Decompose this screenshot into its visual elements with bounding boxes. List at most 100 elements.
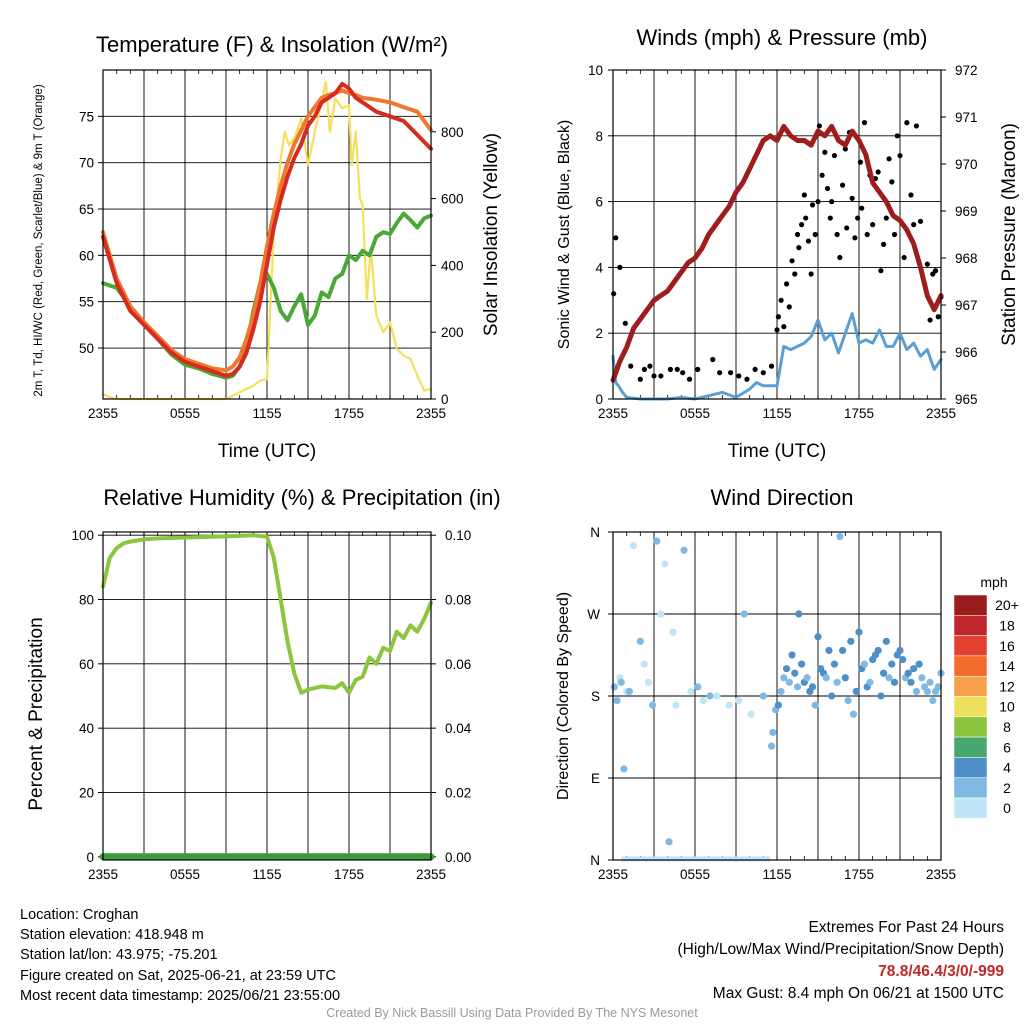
gust-point (904, 120, 910, 126)
y-tick-label-left: 75 (79, 109, 94, 124)
colorbar-swatch (953, 757, 988, 778)
direction-point (849, 710, 858, 718)
direction-point (680, 546, 688, 554)
direction-point (795, 610, 803, 618)
plot-border (612, 531, 942, 861)
x-tick-label: 1155 (762, 406, 791, 421)
direction-point (791, 669, 799, 677)
direction-point (653, 537, 661, 545)
gust-point (710, 356, 716, 363)
gust-point (658, 373, 664, 379)
gust-point (744, 376, 750, 382)
y-tick-label-right: 400 (441, 258, 464, 273)
y-tick-label-right: 200 (441, 325, 464, 340)
location-text: Location: Croghan (20, 907, 139, 923)
direction-point (793, 683, 802, 691)
colorbar-swatch (953, 696, 988, 718)
gust-point (809, 202, 816, 208)
direction-point (725, 701, 733, 709)
gust-point (852, 235, 858, 241)
gust-point (775, 314, 781, 320)
direction-point (640, 660, 649, 668)
extremes-values: 78.8/46.4/3/0/-999 (878, 963, 1004, 980)
direction-point (672, 701, 680, 709)
direction-point (896, 646, 904, 655)
gust-point (752, 366, 758, 372)
y-tick-label-right: 966 (955, 345, 978, 360)
direction-point (912, 687, 921, 696)
gust-point (822, 149, 828, 155)
x-tick-label: 2355 (926, 867, 956, 882)
gust-point (786, 304, 792, 310)
direction-point (885, 674, 893, 682)
direction-point (915, 660, 923, 668)
direction-point (706, 692, 714, 700)
direction-point (852, 687, 860, 696)
gust-point (789, 258, 795, 264)
y-tick-label-left: 60 (79, 657, 94, 672)
gust-point (840, 182, 846, 188)
y-tick-label-right: 972 (955, 63, 978, 78)
chart-title: Relative Humidity (%) & Precipitation (i… (103, 485, 500, 510)
direction-point (767, 742, 776, 750)
direction-point (613, 696, 621, 705)
direction-point (855, 628, 863, 636)
gust-point (908, 192, 914, 198)
y-tick-label-right: 0.06 (445, 657, 471, 672)
x-tick-label: 1155 (252, 406, 281, 421)
y-tick-label-right: 800 (441, 125, 464, 140)
gust-point (803, 215, 809, 221)
extremes-title: Extremes For Past 24 Hours (808, 919, 1004, 936)
x-tick-label: 0555 (170, 406, 200, 421)
y-tick-label-left: W (587, 607, 600, 622)
gust-point (870, 222, 876, 228)
elevation-text: Station elevation: 418.948 m (20, 927, 204, 944)
pressure-line (610, 123, 944, 383)
direction-point (803, 674, 811, 682)
gust-point (816, 123, 822, 129)
direction-point (629, 542, 638, 550)
colorbar-swatch (953, 797, 988, 819)
x-tick-label: 0555 (170, 867, 200, 882)
gust-point (889, 179, 895, 185)
gust-point (886, 156, 892, 162)
direction-point (798, 660, 806, 668)
gust-point (834, 231, 840, 238)
y-tick-label-left: 100 (71, 528, 94, 543)
gust-point (792, 271, 798, 277)
plot-border (612, 69, 942, 400)
direction-point (839, 646, 847, 655)
gust-point (674, 366, 680, 372)
colorbar-label: 18 (999, 617, 1015, 633)
y-tick-label-left: 8 (595, 129, 603, 144)
x-tick-label: 2355 (598, 406, 628, 421)
y-axis-label-left: 2m T, Td, HI/WC (Red, Green, Scarlet/Blu… (33, 84, 45, 396)
gust-point (736, 373, 742, 379)
latlon-text: Station lat/lon: 43.975; -75.201 (20, 947, 218, 964)
y-tick-label-left: E (591, 771, 600, 786)
chart-title: Wind Direction (710, 485, 853, 510)
series-line-red (101, 81, 433, 378)
gust-point (855, 215, 861, 221)
direction-point (669, 628, 677, 636)
gust-point (680, 370, 686, 376)
gust-point (857, 159, 863, 165)
x-tick-label: 1755 (844, 406, 874, 421)
gust-point (628, 363, 634, 369)
direction-point (617, 678, 625, 686)
gust-point (651, 373, 657, 379)
y-tick-label-left: 80 (79, 593, 94, 608)
colorbar-swatch (953, 594, 988, 616)
direction-point (811, 701, 819, 709)
gust-point (894, 133, 900, 139)
x-tick-label: 1155 (252, 867, 281, 882)
gust-point (875, 169, 881, 175)
y-tick-label-right: 0.08 (445, 593, 471, 608)
direction-point (877, 692, 885, 700)
gust-point (783, 281, 790, 287)
direction-point (934, 683, 942, 691)
y-tick-label-left: 70 (79, 156, 94, 171)
colorbar-label: 10 (999, 699, 1015, 715)
gust-point (932, 268, 939, 274)
gust-point (794, 231, 801, 238)
